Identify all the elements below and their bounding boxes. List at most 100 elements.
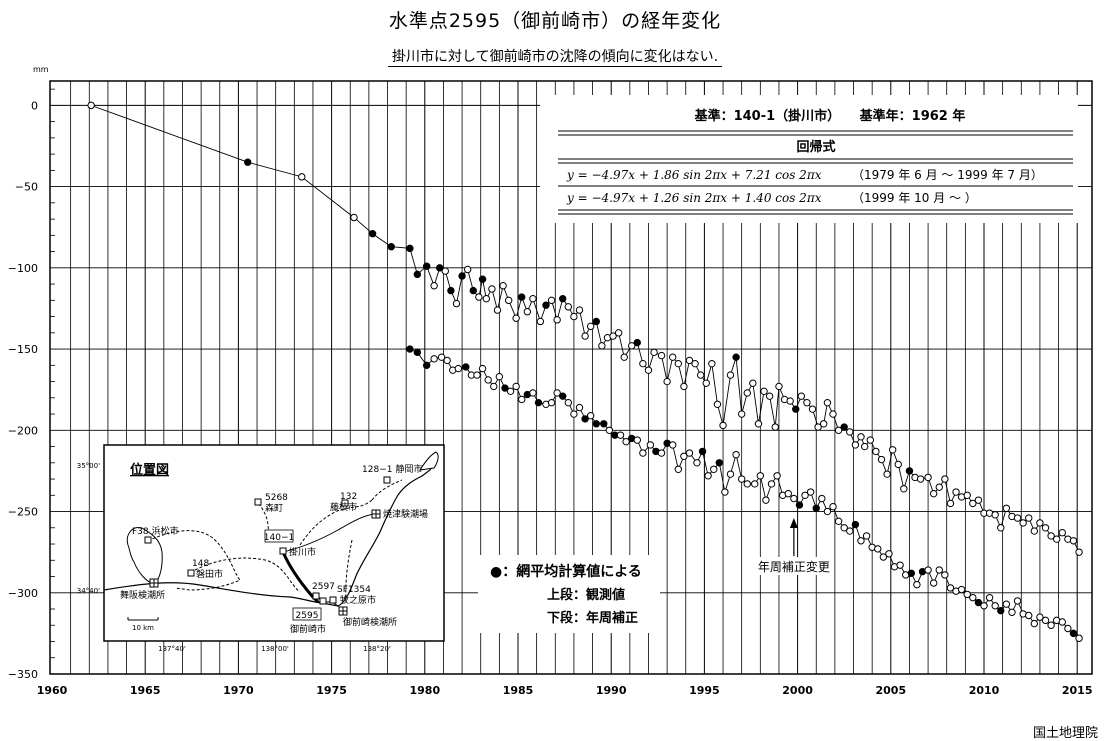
data-point xyxy=(473,371,481,379)
data-point-network xyxy=(422,361,431,370)
data-point xyxy=(969,593,977,602)
data-point-network xyxy=(633,338,641,347)
data-point xyxy=(553,389,561,397)
data-point xyxy=(680,452,688,460)
data-point-network xyxy=(907,569,916,577)
data-point xyxy=(924,566,932,574)
data-point xyxy=(732,450,740,459)
map-label-morimachi: 森町 xyxy=(265,502,283,514)
data-point-network xyxy=(1069,629,1078,638)
annotation: 年周補正変更 xyxy=(748,518,834,575)
lon-label-13800: 138°00' xyxy=(261,645,289,653)
map-label-iwata: 磐田市 xyxy=(196,568,223,580)
data-point xyxy=(935,566,943,574)
data-point xyxy=(1002,600,1011,608)
data-point xyxy=(506,387,515,396)
data-point xyxy=(737,410,746,418)
data-point xyxy=(814,423,822,431)
data-point xyxy=(894,460,902,469)
data-point xyxy=(575,403,584,412)
data-point xyxy=(437,353,446,361)
data-point-network xyxy=(600,420,608,428)
x-tick-label: 2000 xyxy=(782,684,813,697)
data-point xyxy=(504,296,513,305)
data-point xyxy=(797,392,806,400)
data-point-network xyxy=(518,293,526,301)
data-point-network xyxy=(581,415,589,423)
data-point xyxy=(980,602,988,610)
y-tick-label: −250 xyxy=(8,506,38,519)
map-label-140-1: 140−1 xyxy=(264,533,294,543)
data-point-network xyxy=(478,275,487,283)
data-point xyxy=(771,423,779,431)
legend-upper: 上段：観測値 xyxy=(547,587,625,603)
data-point xyxy=(874,545,882,553)
data-point xyxy=(829,502,837,511)
y-tick-label: −150 xyxy=(8,343,38,356)
data-point xyxy=(1058,618,1066,626)
data-point xyxy=(547,296,556,305)
data-point xyxy=(669,353,677,361)
data-point xyxy=(721,488,729,496)
data-point xyxy=(713,400,722,409)
regression-box: 基準：140-1（掛川市） 基準年：1962 年 回帰式 y = −4.97x … xyxy=(540,95,1078,223)
data-point xyxy=(879,553,888,561)
data-point xyxy=(941,475,949,483)
data-point-network xyxy=(436,264,444,272)
regression-header: 回帰式 xyxy=(796,139,835,155)
map-label-makinohara: 牧之原市 xyxy=(340,594,376,606)
data-point xyxy=(478,364,487,373)
data-point-network xyxy=(905,467,914,475)
map-label-2595: 2595 xyxy=(296,611,319,621)
x-tick-label: 1965 xyxy=(130,684,161,697)
data-point-network xyxy=(534,398,543,407)
data-point xyxy=(726,371,735,379)
data-point-network xyxy=(458,272,466,280)
data-point xyxy=(846,527,854,535)
data-point xyxy=(1041,524,1050,532)
data-point xyxy=(523,308,532,316)
data-point xyxy=(639,359,647,368)
data-point xyxy=(1030,527,1039,535)
legend: ●：網平均計算値による 上段：観測値 下段：年周補正 xyxy=(478,555,660,633)
map-label-omaezaki-tide: 御前崎検潮所 xyxy=(343,616,397,628)
data-point xyxy=(570,410,578,418)
data-point xyxy=(829,410,837,418)
data-point xyxy=(929,489,938,498)
data-point xyxy=(605,426,614,435)
page-subtitle: 掛川市に対して御前崎市の沈降の傾向に変化はない. xyxy=(0,46,1110,67)
data-point-network xyxy=(715,459,724,467)
data-point xyxy=(1019,519,1027,527)
y-tick-label: −50 xyxy=(15,181,38,194)
data-point xyxy=(564,398,573,407)
data-point xyxy=(872,447,880,456)
data-point xyxy=(834,426,843,435)
data-point xyxy=(639,449,647,457)
data-point xyxy=(696,371,705,379)
map-label-148: 148 xyxy=(192,559,209,569)
data-point xyxy=(963,590,971,599)
data-point xyxy=(1075,548,1083,556)
data-point xyxy=(808,405,817,413)
data-point xyxy=(834,517,843,525)
data-point xyxy=(529,295,537,303)
data-point xyxy=(1036,519,1044,527)
data-point xyxy=(644,366,653,374)
data-point xyxy=(726,470,735,478)
data-point-network xyxy=(592,317,600,326)
data-point xyxy=(490,382,498,391)
data-point xyxy=(581,332,589,340)
data-point xyxy=(952,488,960,496)
map-title: 位置図 xyxy=(130,462,169,478)
x-tick-label: 1980 xyxy=(409,684,440,697)
data-point xyxy=(674,359,683,368)
data-point-network xyxy=(840,423,848,431)
page-title: 水準点2595（御前崎市）の経年変化 xyxy=(388,10,722,32)
data-point xyxy=(633,436,641,444)
data-point xyxy=(862,532,871,540)
data-point xyxy=(1047,532,1055,540)
data-point-network xyxy=(501,384,509,392)
data-point-network xyxy=(559,392,567,400)
data-point xyxy=(1025,514,1033,522)
data-point xyxy=(663,377,671,386)
